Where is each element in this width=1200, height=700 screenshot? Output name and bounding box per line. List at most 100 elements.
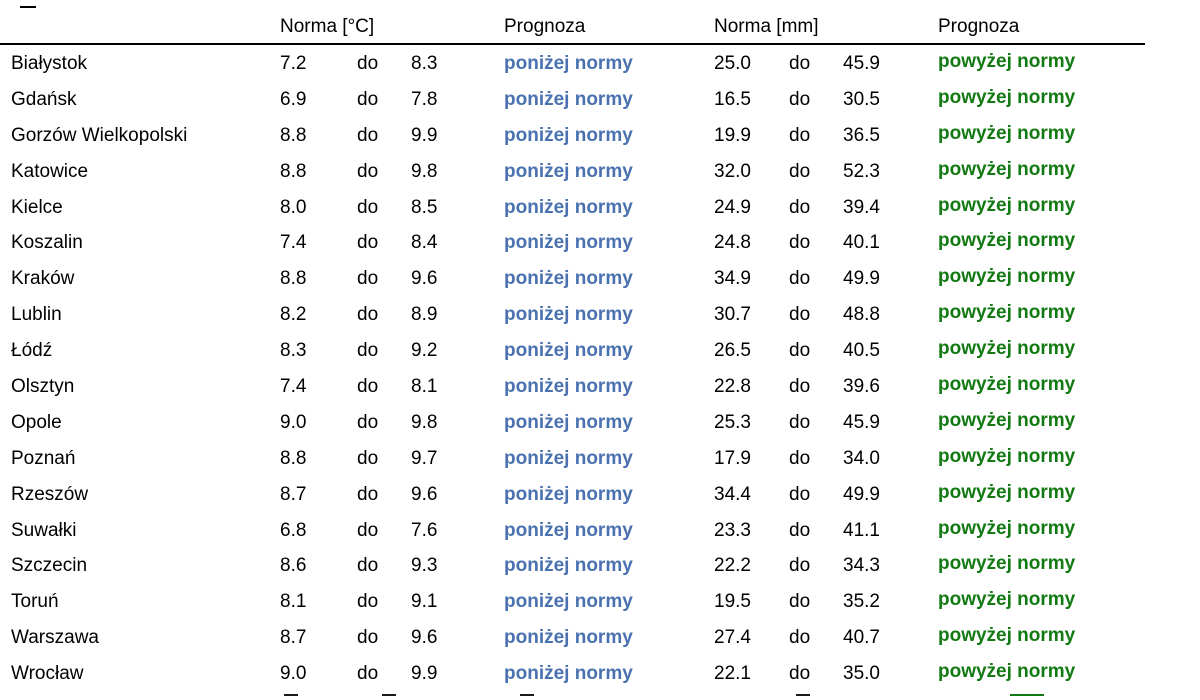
temp-forecast-value: poniżej normy	[504, 591, 633, 613]
precip-forecast-value: powyżej normy	[938, 374, 1076, 396]
precip-norm-separator: do	[789, 124, 811, 146]
cropped-upper-rule	[0, 0, 1200, 8]
temp-norm-separator: do	[357, 88, 379, 110]
precip-norm-min: 23.3	[714, 519, 751, 541]
precip-norm-separator: do	[789, 483, 811, 505]
precip-norm-max: 45.9	[843, 411, 880, 433]
precip-norm-min: 24.9	[714, 196, 751, 218]
temp-norm-max: 9.9	[411, 663, 438, 685]
temp-forecast-value: poniżej normy	[504, 555, 633, 577]
temp-norm-min: 8.2	[280, 304, 307, 326]
city-name: Koszalin	[11, 232, 83, 254]
temp-norm-separator: do	[357, 268, 379, 290]
precip-norm-separator: do	[789, 519, 811, 541]
temp-norm-separator: do	[357, 304, 379, 326]
precip-forecast-value: powyżej normy	[938, 589, 1076, 611]
temp-norm-separator: do	[357, 627, 379, 649]
temp-norm-max: 9.8	[411, 411, 438, 433]
temp-norm-separator: do	[357, 376, 379, 398]
precip-norm-min: 24.8	[714, 232, 751, 254]
city-name: Suwałki	[11, 519, 77, 541]
temp-norm-separator: do	[357, 555, 379, 577]
temp-forecast-value: poniżej normy	[504, 376, 633, 398]
city-name: Wrocław	[11, 663, 84, 685]
temp-norm-separator: do	[357, 160, 379, 182]
table-row: Poznań 8.8 do 9.7 poniżej normy 17.9 do 34.0 pow…	[0, 441, 1200, 477]
precip-norm-max: 30.5	[843, 88, 880, 110]
precip-forecast-value: powyżej normy	[938, 625, 1076, 647]
precip-norm-min: 16.5	[714, 88, 751, 110]
city-name: Katowice	[11, 160, 89, 182]
precip-norm-max: 49.9	[843, 483, 880, 505]
temp-forecast-value: poniżej normy	[504, 160, 633, 182]
table-row: Katowice 8.8 do 9.8 poniżej normy 32.0 do 52.3 p…	[0, 154, 1200, 190]
table-row: Gdańsk 6.9 do 7.8 poniżej normy 16.5 do 30.5 pow…	[0, 82, 1200, 118]
precip-norm-max: 40.7	[843, 627, 880, 649]
temp-norm-separator: do	[357, 340, 379, 362]
temp-norm-max: 9.8	[411, 160, 438, 182]
header-rule	[0, 43, 1145, 45]
table-row: Szczecin 8.6 do 9.3 poniżej normy 22.2 do 34.3 p…	[0, 548, 1200, 584]
temp-norm-max: 9.1	[411, 591, 438, 613]
precip-norm-max: 40.5	[843, 340, 880, 362]
temp-forecast-value: poniżej normy	[504, 232, 633, 254]
precip-norm-max: 40.1	[843, 232, 880, 254]
precip-norm-separator: do	[789, 160, 811, 182]
temp-norm-max: 9.6	[411, 268, 438, 290]
cropped-text-fragment	[284, 691, 298, 700]
table-row: Kielce 8.0 do 8.5 poniżej normy 24.9 do 39.4 pow…	[0, 190, 1200, 226]
city-name: Gdańsk	[11, 88, 77, 110]
city-name: Poznań	[11, 447, 76, 469]
precip-norm-separator: do	[789, 663, 811, 685]
city-name: Szczecin	[11, 555, 88, 577]
temp-forecast-value: poniżej normy	[504, 663, 633, 685]
header-precip-norm: Norma [mm]	[714, 16, 819, 37]
precip-norm-min: 26.5	[714, 340, 751, 362]
precip-forecast-value: powyżej normy	[938, 158, 1076, 180]
temp-norm-min: 6.9	[280, 88, 307, 110]
temp-norm-max: 9.7	[411, 447, 438, 469]
precip-norm-separator: do	[789, 53, 811, 74]
precip-forecast-value: powyżej normy	[938, 661, 1076, 683]
temp-norm-min: 8.8	[280, 447, 307, 469]
precip-forecast-value: powyżej normy	[938, 553, 1076, 575]
header-temp-norm: Norma [°C]	[280, 16, 375, 37]
precip-norm-min: 19.9	[714, 124, 751, 146]
city-name: Kraków	[11, 268, 75, 290]
precip-norm-min: 25.3	[714, 411, 751, 433]
temp-norm-separator: do	[357, 591, 379, 613]
header-temp-forecast: Prognoza	[504, 16, 586, 37]
temp-forecast-value: poniżej normy	[504, 268, 633, 290]
precip-norm-max: 36.5	[843, 124, 880, 146]
table-row: Olsztyn 7.4 do 8.1 poniżej normy 22.8 do 39.6 po…	[0, 369, 1200, 405]
top-crop-fragment	[0, 0, 1200, 8]
table-row: Rzeszów 8.7 do 9.6 poniżej normy 34.4 do 49.9 po…	[0, 477, 1200, 513]
temp-norm-separator: do	[357, 411, 379, 433]
table-body: Białystok 7.2 do 8.3 poniżej normy 25.0 do 45.9…	[0, 46, 1200, 692]
precip-norm-max: 35.2	[843, 591, 880, 613]
temp-forecast-value: poniżej normy	[504, 483, 633, 505]
table-row: Suwałki 6.8 do 7.6 poniżej normy 23.3 do 41.1 po…	[0, 513, 1200, 549]
temp-norm-max: 8.4	[411, 232, 438, 254]
precip-forecast-value: powyżej normy	[938, 194, 1076, 216]
temp-forecast-value: poniżej normy	[504, 519, 633, 541]
temp-norm-max: 8.9	[411, 304, 438, 326]
table-row: Białystok 7.2 do 8.3 poniżej normy 25.0 do 45.9…	[0, 46, 1200, 82]
precip-norm-separator: do	[789, 447, 811, 469]
temp-forecast-value: poniżej normy	[504, 304, 633, 326]
temp-forecast-value: poniżej normy	[504, 88, 633, 110]
temp-norm-max: 9.3	[411, 555, 438, 577]
precip-forecast-value: powyżej normy	[938, 266, 1076, 288]
precip-norm-separator: do	[789, 232, 811, 254]
temp-norm-min: 8.8	[280, 268, 307, 290]
table-row: Toruń 8.1 do 9.1 poniżej normy 19.5 do 35.2 powy…	[0, 584, 1200, 620]
temp-norm-min: 8.0	[280, 196, 307, 218]
temp-norm-min: 8.7	[280, 627, 307, 649]
precip-forecast-value: powyżej normy	[938, 517, 1076, 539]
city-name: Warszawa	[11, 627, 99, 649]
city-name: Białystok	[11, 53, 88, 74]
precip-norm-max: 34.0	[843, 447, 880, 469]
precip-norm-min: 25.0	[714, 53, 751, 74]
temp-forecast-value: poniżej normy	[504, 340, 633, 362]
temp-norm-min: 7.4	[280, 232, 307, 254]
